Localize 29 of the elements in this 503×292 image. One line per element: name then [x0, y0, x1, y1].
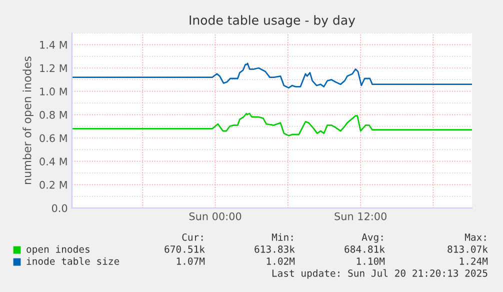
text: 684.81k [344, 245, 385, 253]
text: Max: [464, 234, 486, 241]
x-tick-label: Sun 00:00 [189, 212, 242, 220]
chart-title: Inode table usage - by day [190, 15, 356, 28]
text: 1.24M [460, 257, 488, 265]
text: Avg: [362, 234, 383, 243]
y-tick-label: 0.2 M [40, 180, 67, 189]
text: 613.83k [254, 245, 295, 253]
y-tick-label: 0.6 M [40, 134, 67, 142]
text: Cur: [182, 233, 203, 241]
legend-label: inode table size [26, 257, 120, 265]
text: 1.10M [356, 257, 385, 265]
x-tick-label: Sun 12:00 [334, 212, 386, 220]
y-tick-label: 1.0 M [40, 88, 67, 96]
text: 670.51k [164, 245, 205, 253]
y-tick-label: 0.4 M [40, 158, 67, 166]
y-tick-label: 0.8 M [40, 110, 67, 119]
text: 813.07k [448, 245, 488, 253]
y-tick-label: 1.2 M [40, 64, 67, 72]
y-tick-label: 1.4 M [40, 41, 67, 49]
y-axis-title: number of open inodes [22, 56, 34, 184]
line-series [72, 112, 472, 136]
text: Last update: Sun Jul 20 21:20:13 2025 [272, 269, 488, 279]
text: 1.07M [176, 257, 205, 265]
text: Min: [272, 233, 293, 241]
legend-label: open inodes [26, 245, 90, 255]
text: 1.02M [266, 257, 295, 265]
y-tick-label: 0.0 [52, 204, 68, 212]
line-series [72, 62, 472, 89]
